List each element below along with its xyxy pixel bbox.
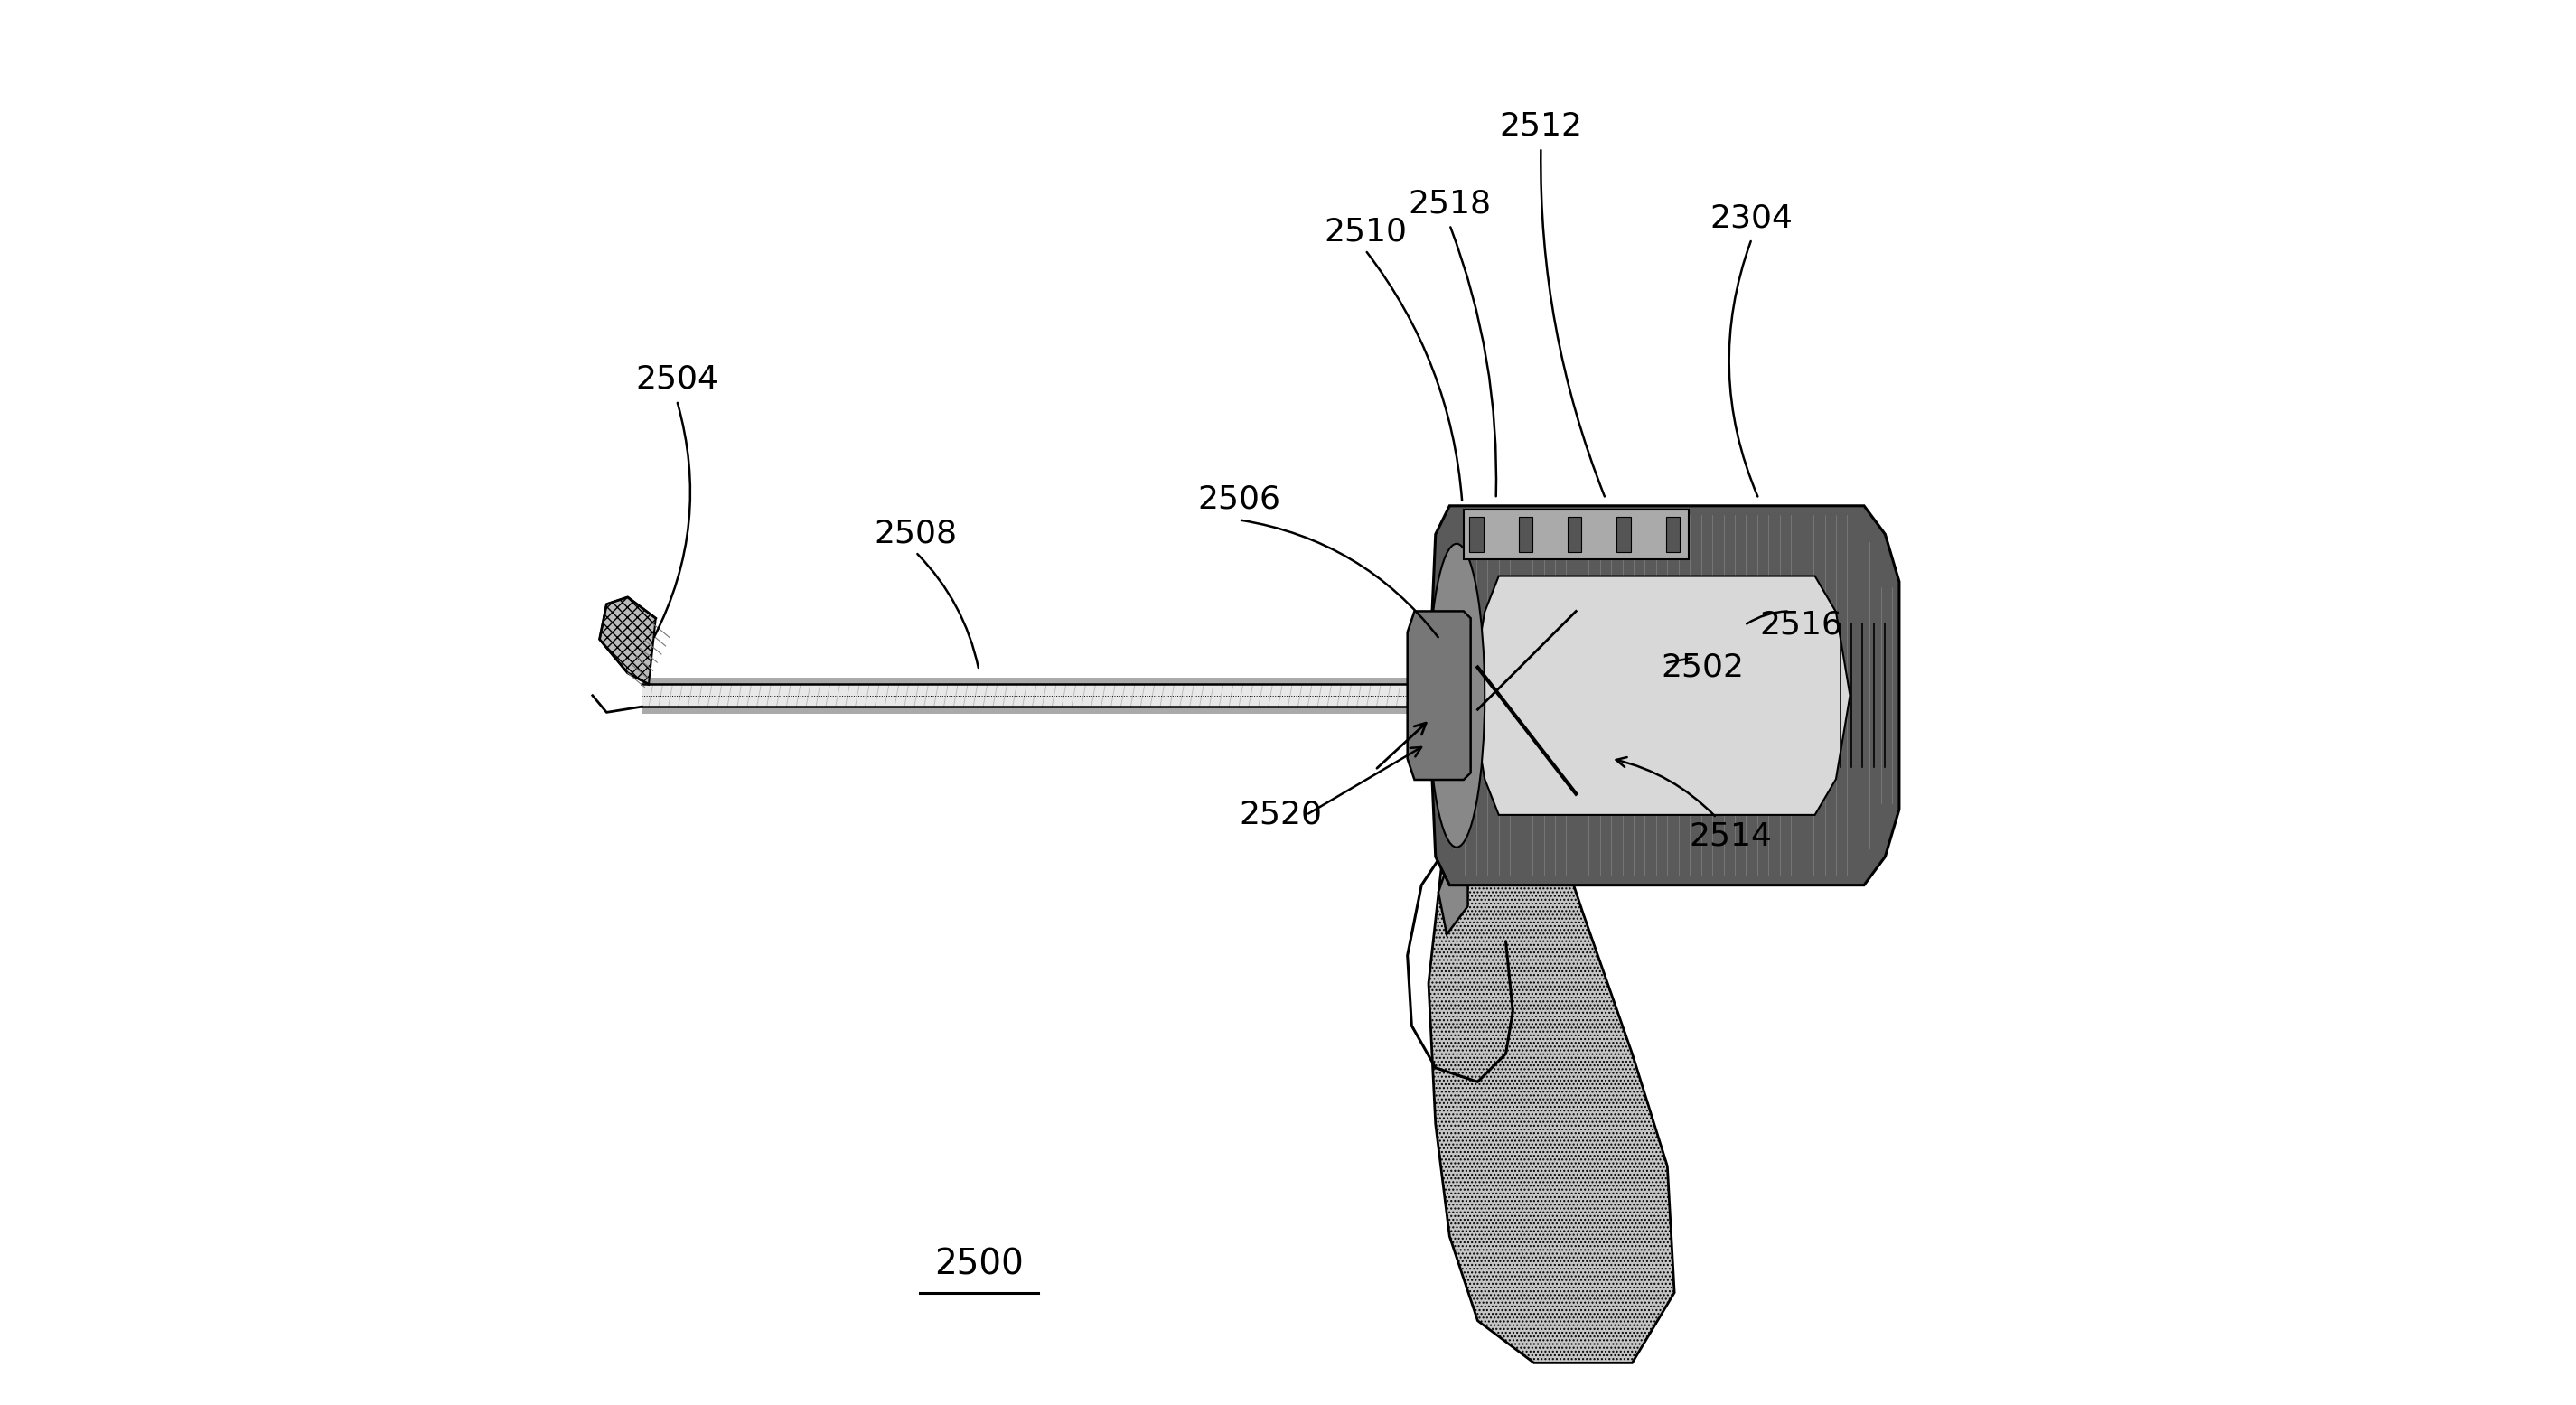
Bar: [1468, 517, 1484, 552]
Text: 2520: 2520: [1239, 799, 1321, 830]
Polygon shape: [641, 677, 1422, 714]
Text: 2510: 2510: [1324, 216, 1406, 247]
Text: 2512: 2512: [1499, 111, 1582, 142]
Polygon shape: [1430, 506, 1899, 885]
Bar: [1667, 517, 1680, 552]
Bar: [1517, 517, 1533, 552]
Polygon shape: [1406, 611, 1471, 780]
Polygon shape: [1463, 510, 1687, 559]
Text: 2304: 2304: [1710, 202, 1793, 233]
Text: 2504: 2504: [636, 364, 719, 395]
Bar: [1618, 517, 1631, 552]
Bar: [1569, 517, 1582, 552]
Polygon shape: [1430, 829, 1674, 1363]
Text: 2506: 2506: [1198, 483, 1280, 514]
Text: 2518: 2518: [1409, 188, 1492, 219]
Polygon shape: [1437, 843, 1468, 934]
Text: 2508: 2508: [873, 518, 958, 549]
Polygon shape: [600, 597, 657, 684]
Polygon shape: [641, 684, 1422, 707]
Text: 2500: 2500: [935, 1248, 1023, 1281]
Ellipse shape: [1430, 544, 1484, 847]
Text: 2514: 2514: [1690, 821, 1772, 851]
Text: 2516: 2516: [1759, 610, 1842, 641]
Text: 2502: 2502: [1662, 652, 1744, 683]
Polygon shape: [1471, 576, 1850, 815]
